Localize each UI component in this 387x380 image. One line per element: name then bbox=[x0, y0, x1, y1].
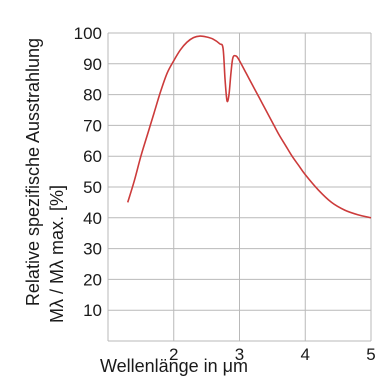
series-line-1 bbox=[126, 35, 372, 219]
series-layer bbox=[126, 35, 372, 219]
y-tick-label-40: 40 bbox=[83, 209, 102, 228]
y-axis-title-line2: Mλ / Mλ max. [%] bbox=[47, 185, 67, 323]
y-tick-label-10: 10 bbox=[83, 301, 102, 320]
y-axis-title: Relative spezifische Ausstrahlung Mλ / M… bbox=[23, 38, 67, 323]
y-axis-ticks: 10 20 30 40 50 60 70 80 90 100 bbox=[74, 24, 102, 320]
y-tick-label-80: 80 bbox=[83, 86, 102, 105]
y-tick-label-70: 70 bbox=[83, 116, 102, 135]
x-tick-label-2: 2 bbox=[169, 345, 178, 364]
x-axis-title: Wellenlänge in μm bbox=[100, 356, 248, 376]
y-axis-title-line1: Relative spezifische Ausstrahlung bbox=[23, 38, 43, 306]
x-tick-label-5: 5 bbox=[366, 345, 375, 364]
x-axis-ticks: 2 3 4 5 bbox=[169, 345, 376, 364]
y-tick-label-50: 50 bbox=[83, 178, 102, 197]
y-tick-label-90: 90 bbox=[83, 55, 102, 74]
y-tick-label-100: 100 bbox=[74, 24, 102, 43]
y-tick-label-30: 30 bbox=[83, 240, 102, 259]
y-tick-label-20: 20 bbox=[83, 270, 102, 289]
x-tick-label-4: 4 bbox=[301, 345, 310, 364]
grid bbox=[107, 32, 372, 342]
y-tick-label-60: 60 bbox=[83, 147, 102, 166]
x-tick-label-3: 3 bbox=[235, 345, 244, 364]
